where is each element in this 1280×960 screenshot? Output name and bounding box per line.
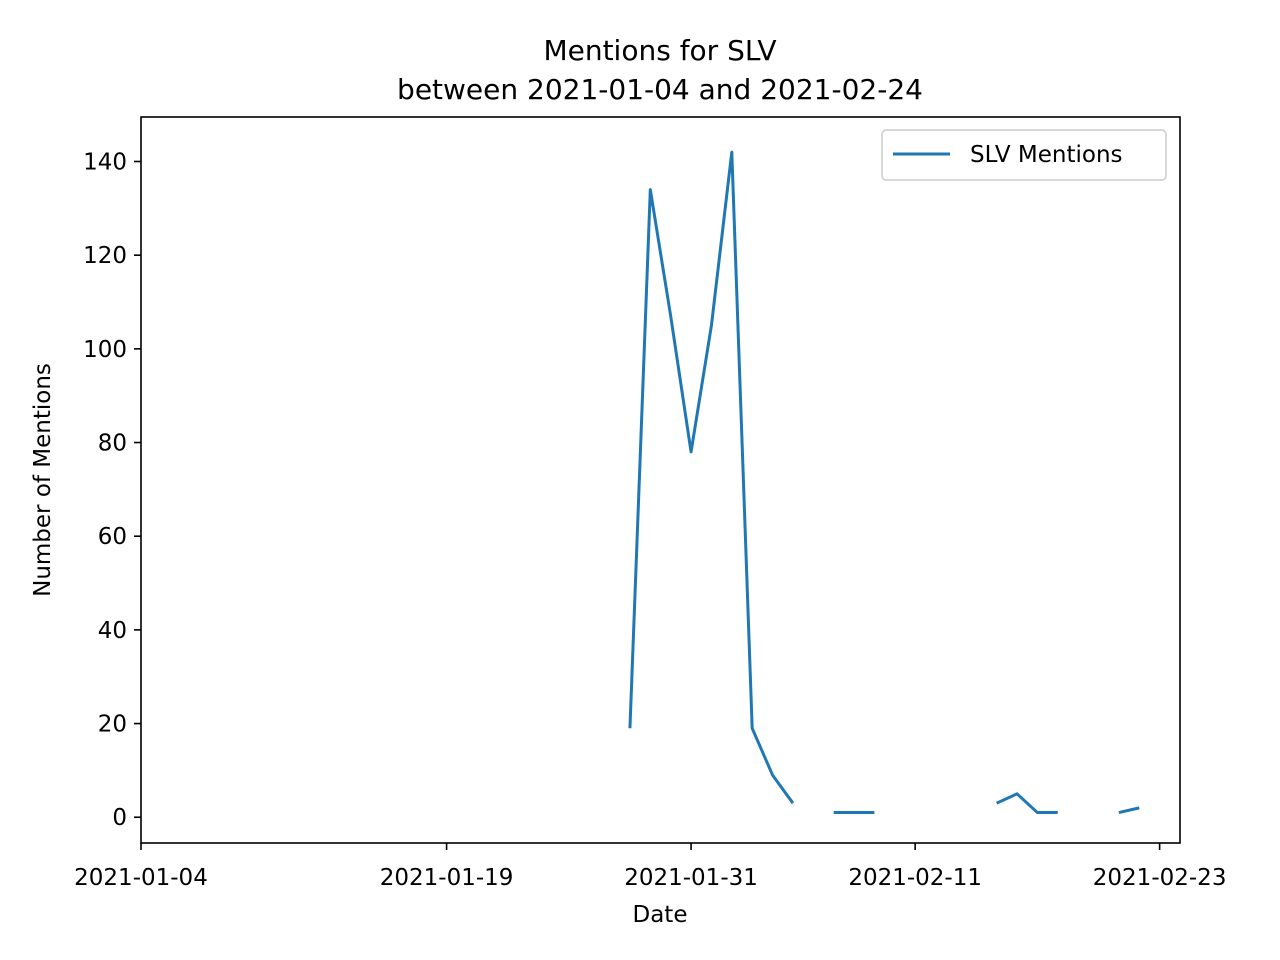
y-tick-label: 20 <box>98 712 127 738</box>
series-line-segment <box>628 150 795 805</box>
plot-frame <box>140 116 1181 844</box>
x-tick-label: 2021-02-23 <box>1093 865 1227 891</box>
x-tick-label: 2021-01-19 <box>380 865 514 891</box>
y-tick-label: 80 <box>98 431 127 457</box>
legend-box <box>881 129 1167 181</box>
y-axis: 0 20 40 60 80 100 120 140 <box>83 149 141 831</box>
x-tick-label: 2021-01-31 <box>624 865 758 891</box>
chart-title: Mentions for SLV <box>543 34 776 67</box>
y-tick-label: 60 <box>98 524 127 550</box>
x-tick-label: 2021-02-11 <box>848 865 982 891</box>
x-axis: 2021-01-04 2021-01-19 2021-01-31 2021-02-11… <box>74 843 1226 891</box>
y-axis-label: Number of Mentions <box>30 363 56 597</box>
series-line-segment <box>1118 806 1140 815</box>
series-layer <box>628 150 1140 815</box>
y-tick-label: 40 <box>98 618 127 644</box>
y-tick-label: 120 <box>83 243 127 269</box>
series-line-segment <box>996 792 1058 815</box>
y-tick-label: 0 <box>112 805 127 831</box>
y-tick-label: 100 <box>83 337 127 363</box>
y-tick-label: 140 <box>83 149 127 175</box>
chart-subtitle: between 2021-01-04 and 2021-02-24 <box>397 73 923 106</box>
x-axis-label: Date <box>633 902 688 928</box>
legend: SLV Mentions <box>881 129 1167 181</box>
x-tick-label: 2021-01-04 <box>74 865 208 891</box>
legend-label: SLV Mentions <box>970 142 1123 168</box>
